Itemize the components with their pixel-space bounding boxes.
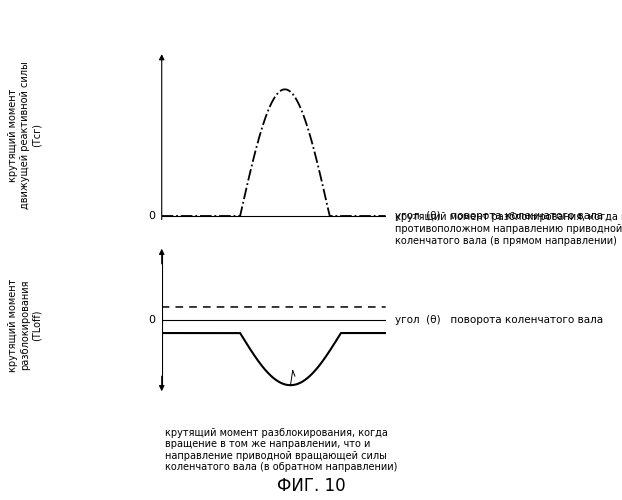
Text: крутящий момент разблокирования, когда вращение в направлении,
противоположном н: крутящий момент разблокирования, когда в… xyxy=(395,212,622,246)
Text: 0: 0 xyxy=(148,315,155,325)
Text: угол  (θ)   поворота коленчатого вала: угол (θ) поворота коленчатого вала xyxy=(394,315,603,325)
Text: крутящий момент разблокирования, когда
вращение в том же направлении, что и
напр: крутящий момент разблокирования, когда в… xyxy=(165,428,397,472)
Text: крутящий момент
движущей реактивной силы
(Тсг): крутящий момент движущей реактивной силы… xyxy=(8,61,42,209)
Text: 0: 0 xyxy=(148,211,155,221)
Text: крутящий момент
разблокирования
(TLoff): крутящий момент разблокирования (TLoff) xyxy=(8,278,42,372)
Text: ФИГ. 10: ФИГ. 10 xyxy=(277,477,345,495)
Text: угол  (θ)   поворота коленчатого вала: угол (θ) поворота коленчатого вала xyxy=(394,211,603,221)
